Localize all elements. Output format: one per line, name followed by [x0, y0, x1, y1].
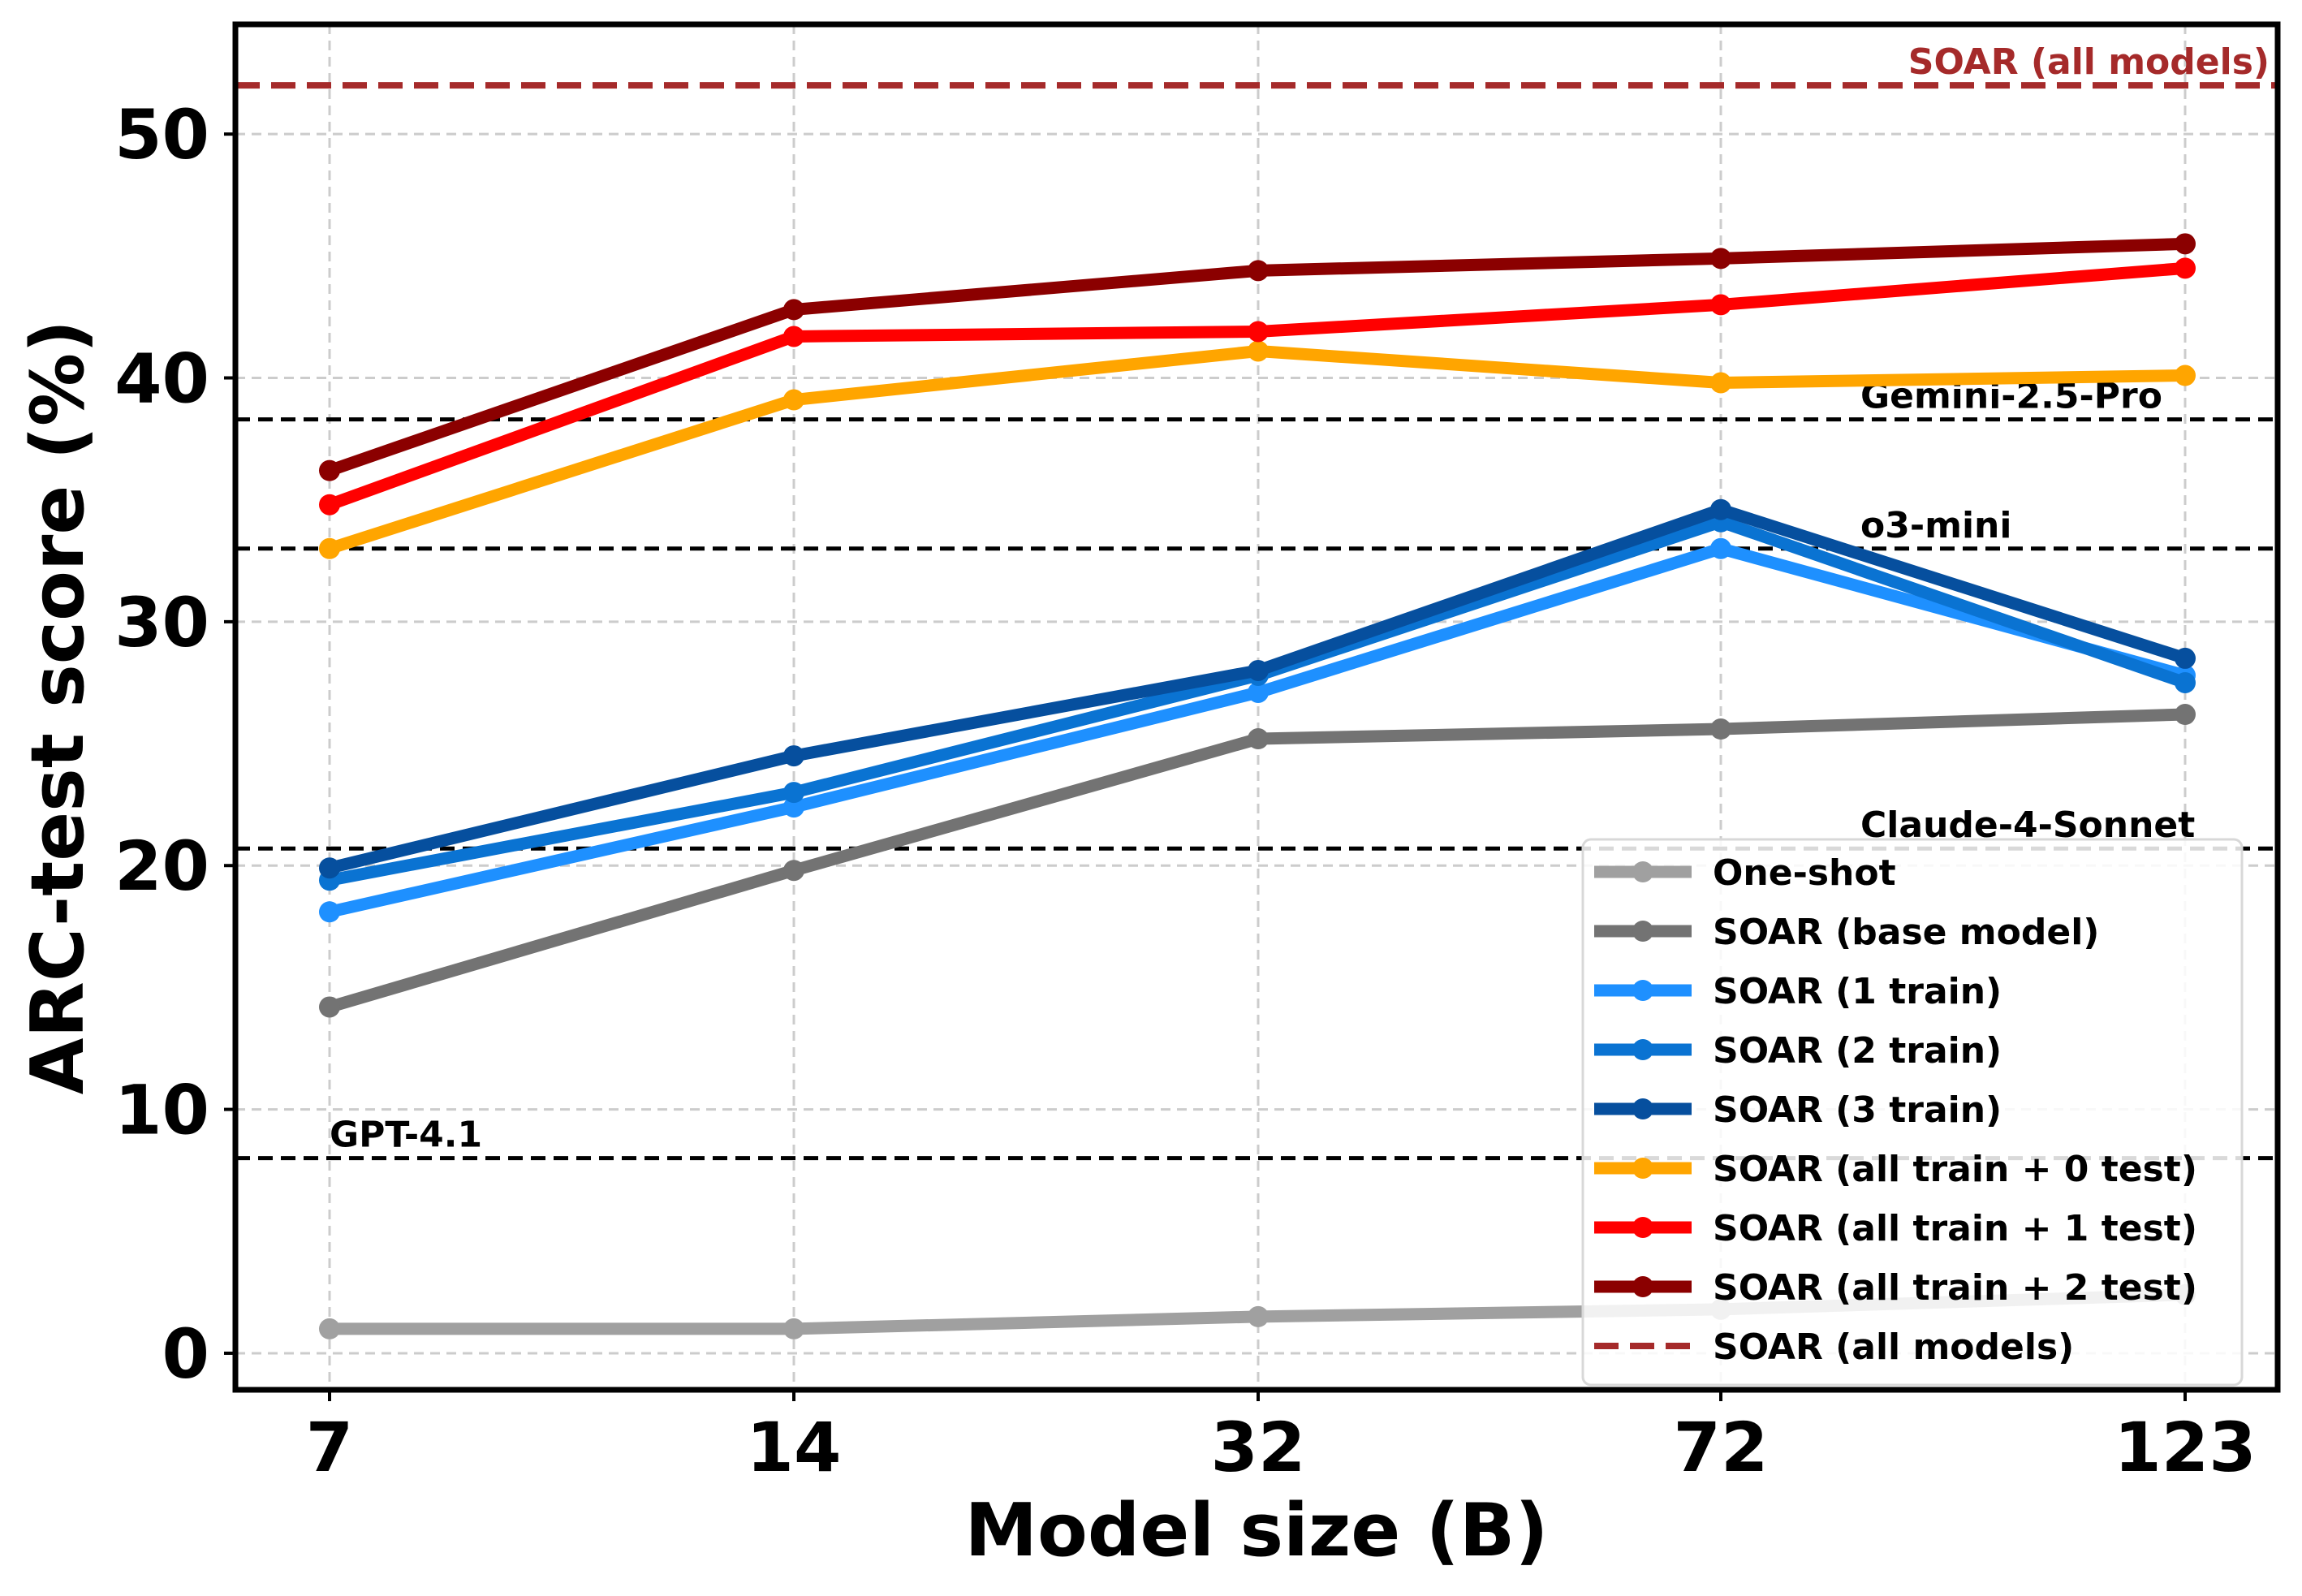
legend-box	[1581, 838, 2244, 1387]
series-7-point-2	[1248, 260, 1269, 282]
series-5-point-1	[783, 389, 804, 411]
legend-label-8: SOAR (all models)	[1713, 1326, 2074, 1368]
x-tick-label-2: 32	[1211, 1408, 1306, 1487]
series-5-point-0	[319, 537, 340, 559]
series-2-point-3	[1710, 537, 1731, 559]
y-tick-label-3: 30	[114, 583, 209, 662]
x-tick-label-3: 72	[1674, 1408, 1769, 1487]
ref-label-2: o3-mini	[1860, 505, 2011, 546]
x-axis-label: Model size (B)	[964, 1488, 1548, 1573]
ref-label-0: SOAR (all models)	[1908, 41, 2270, 83]
legend-label-6: SOAR (all train + 1 test)	[1713, 1208, 2197, 1249]
axis-ticks: 7 14 32 72 123 0 10 20 30 40 50	[114, 95, 2257, 1487]
legend-marker-7	[1632, 1276, 1653, 1297]
series-4-point-0	[319, 857, 340, 879]
series-3-point-1	[783, 782, 804, 804]
x-tick-label-0: 7	[306, 1408, 353, 1487]
series-6-point-2	[1248, 321, 1269, 343]
series-0-point-2	[1248, 1305, 1269, 1327]
series-1-point-2	[1248, 728, 1269, 750]
series-0-point-0	[319, 1318, 340, 1339]
y-tick-label-2: 20	[114, 826, 209, 906]
series-1-point-0	[319, 996, 340, 1018]
y-axis-label: ARC-test score (%)	[15, 320, 101, 1094]
legend-label-4: SOAR (3 train)	[1713, 1089, 2002, 1131]
legend-marker-5	[1632, 1158, 1653, 1179]
legend-label-1: SOAR (base model)	[1713, 912, 2099, 953]
x-tick-label-1: 14	[747, 1408, 842, 1487]
y-tick-label-4: 40	[114, 339, 209, 419]
series-4-point-1	[783, 745, 804, 767]
series-6-point-3	[1710, 294, 1731, 316]
series-4-point-4	[2175, 647, 2196, 669]
series-5-point-3	[1710, 372, 1731, 394]
legend-marker-3	[1632, 1039, 1653, 1060]
legend-marker-6	[1632, 1217, 1653, 1238]
series-6-point-4	[2175, 257, 2196, 279]
y-tick-label-0: 0	[162, 1314, 209, 1394]
series-4-point-3	[1710, 498, 1731, 520]
series-7-point-4	[2175, 233, 2196, 255]
legend-marker-4	[1632, 1098, 1653, 1119]
series-7-point-0	[319, 459, 340, 481]
series-3-point-4	[2175, 671, 2196, 693]
legend-marker-1	[1632, 921, 1653, 942]
series-1-point-3	[1710, 718, 1731, 740]
series-2-point-1	[783, 796, 804, 818]
legend-label-5: SOAR (all train + 0 test)	[1713, 1149, 2197, 1190]
legend-marker-0	[1632, 861, 1653, 882]
ref-label-4: GPT-4.1	[330, 1115, 482, 1156]
legend-marker-2	[1632, 980, 1653, 1001]
x-tick-label-4: 123	[2114, 1408, 2256, 1487]
series-7-point-1	[783, 299, 804, 321]
legend-label-3: SOAR (2 train)	[1713, 1030, 2002, 1072]
series-2-point-2	[1248, 681, 1269, 703]
series-6-point-0	[319, 494, 340, 515]
series-5-point-4	[2175, 364, 2196, 386]
legend-label-2: SOAR (1 train)	[1713, 971, 2002, 1012]
series-2-point-0	[319, 901, 340, 923]
y-tick-label-1: 10	[114, 1071, 209, 1150]
legend: One-shot SOAR (base model) SOAR (1 train) S…	[1581, 838, 2244, 1387]
series-6-point-1	[783, 326, 804, 347]
legend-label-7: SOAR (all train + 2 test)	[1713, 1267, 2197, 1309]
series-7-point-3	[1710, 248, 1731, 270]
series-0-point-1	[783, 1318, 804, 1339]
series-1-point-4	[2175, 704, 2196, 726]
legend-label-0: One-shot	[1713, 852, 1896, 894]
y-tick-label-5: 50	[114, 95, 209, 175]
series-1-point-1	[783, 860, 804, 882]
series-5-point-2	[1248, 340, 1269, 362]
series-4-point-2	[1248, 659, 1269, 681]
